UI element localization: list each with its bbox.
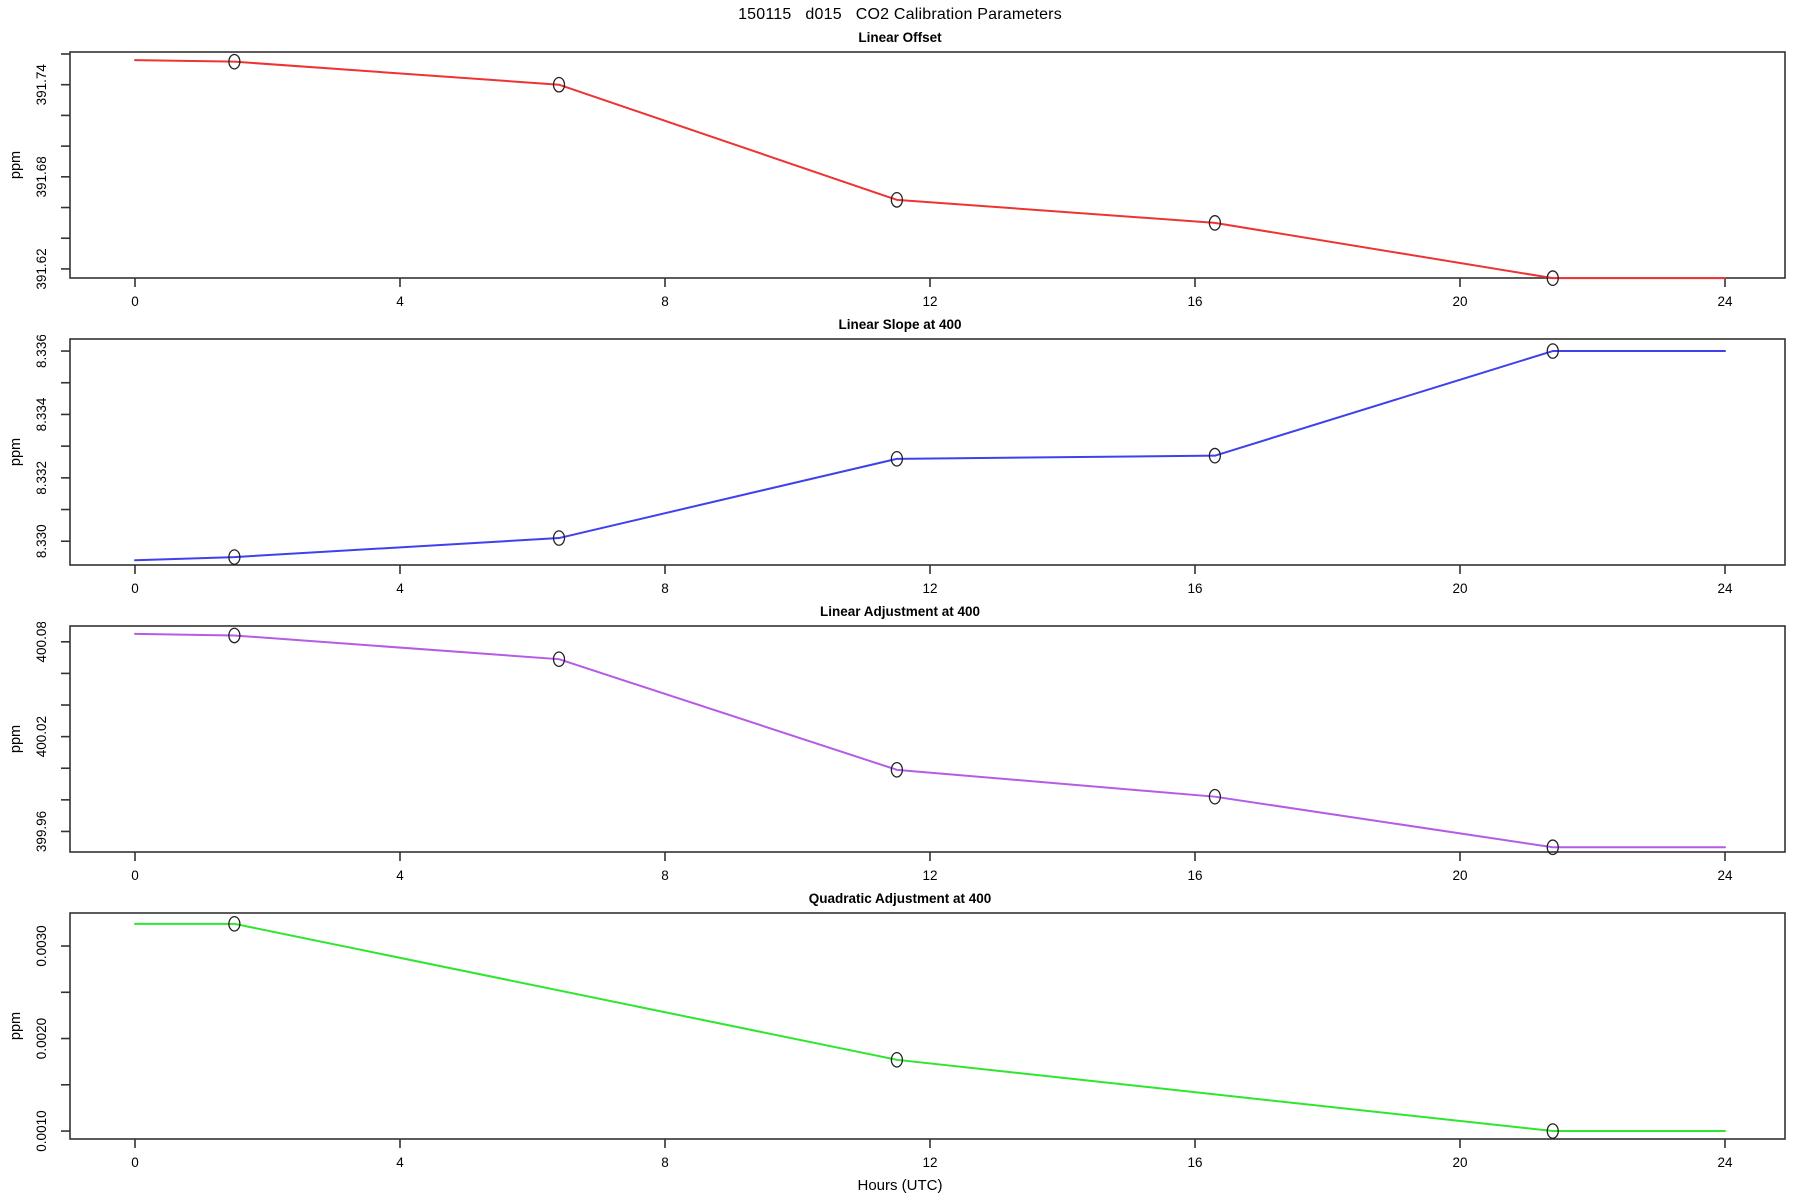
y-tick-label: 400.08 <box>34 622 49 662</box>
data-point <box>1546 343 1559 359</box>
panel-quadratic-adjustment: Quadratic Adjustment at 400 0.0010 0.0020… <box>0 889 1800 1176</box>
data-point <box>228 549 241 565</box>
panel-plot: 391.62 391.68 391.74 0 4 8 12 16 20 24 ppm <box>8 51 1786 309</box>
data-point <box>552 530 566 546</box>
x-tick-label: 0 <box>131 1155 139 1170</box>
data-point <box>1208 447 1222 464</box>
x-tick-label: 20 <box>1452 294 1467 309</box>
plot-box <box>69 338 1786 566</box>
x-tick-label: 12 <box>922 1155 937 1170</box>
y-axis-label: ppm <box>8 151 24 179</box>
data-point <box>228 915 241 932</box>
x-tick-label: 4 <box>396 1155 404 1170</box>
panel-title: Quadratic Adjustment at 400 <box>808 891 992 906</box>
data-point <box>228 627 241 644</box>
data-line <box>134 59 1726 280</box>
panel-linear-slope: Linear Slope at 400 8.330 8.332 8.334 8.336… <box>0 315 1800 602</box>
y-axis-label: ppm <box>8 438 24 466</box>
y-tick-label: 8.336 <box>34 335 49 368</box>
page-title: 150115 d015 CO2 Calibration Parameters <box>738 6 1062 23</box>
y-axis-label: ppm <box>8 1012 24 1040</box>
panel-title: Linear Adjustment at 400 <box>819 604 981 619</box>
x-tick-label: 16 <box>1187 581 1202 596</box>
x-axis-title: Hours (UTC) <box>857 1177 943 1194</box>
y-tick-label: 0.0010 <box>34 1110 49 1151</box>
x-tick-label: 24 <box>1717 868 1733 883</box>
x-tick-label: 0 <box>131 581 139 596</box>
y-axis-label: ppm <box>8 725 24 753</box>
data-point <box>890 450 904 467</box>
x-tick-label: 4 <box>396 581 404 596</box>
panel-linear-offset: Linear Offset 391.62 391.68 391.74 0 4 8 12 16 2… <box>0 28 1800 315</box>
data-line <box>134 632 1726 849</box>
x-tick-label: 24 <box>1717 294 1733 309</box>
panel-plot: 399.96 400.02 400.08 0 4 8 12 16 20 24 ppm <box>8 622 1786 883</box>
data-point <box>1546 1123 1559 1139</box>
x-tick-label: 12 <box>922 294 937 309</box>
plot-box <box>69 625 1786 853</box>
plot-box <box>69 912 1786 1140</box>
plot-box <box>69 51 1786 279</box>
x-tick-label: 20 <box>1452 581 1467 596</box>
data-point <box>890 761 904 778</box>
panel-plot: 0.0010 0.0020 0.0030 0 4 8 12 16 20 24 ppm <box>8 912 1786 1170</box>
y-tick-label: 8.330 <box>34 524 49 558</box>
y-tick-label: 400.02 <box>34 716 49 757</box>
x-tick-label: 0 <box>131 294 139 309</box>
y-tick-label: 0.0030 <box>34 925 49 966</box>
data-point <box>1208 788 1222 805</box>
x-tick-label: 8 <box>661 294 669 309</box>
x-tick-label: 12 <box>922 868 937 883</box>
y-tick-label: 8.334 <box>34 397 49 431</box>
panel-plot: 8.330 8.332 8.334 8.336 0 4 8 12 16 20 24 ppm <box>8 335 1786 596</box>
panel-linear-adjustment: Linear Adjustment at 400 399.96 400.02 400… <box>0 602 1800 889</box>
x-tick-label: 16 <box>1187 868 1202 883</box>
panel-title: Linear Offset <box>858 30 942 45</box>
y-tick-label: 399.96 <box>34 811 49 852</box>
x-tick-label: 8 <box>661 868 669 883</box>
y-tick-label: 391.68 <box>34 156 49 197</box>
panel-title: Linear Slope at 400 <box>838 317 962 332</box>
data-point <box>552 651 566 668</box>
data-point <box>1546 270 1559 287</box>
y-tick-label: 8.332 <box>34 461 49 495</box>
data-line <box>134 922 1726 1133</box>
data-point <box>228 53 241 70</box>
y-tick-label: 0.0020 <box>34 1018 49 1059</box>
x-tick-label: 4 <box>396 294 404 309</box>
x-tick-label: 4 <box>396 868 404 883</box>
data-line <box>134 350 1726 562</box>
x-tick-label: 20 <box>1452 868 1467 883</box>
x-tick-label: 16 <box>1187 1155 1202 1170</box>
data-point <box>1546 839 1559 856</box>
x-tick-label: 8 <box>661 1155 669 1170</box>
data-point <box>890 192 904 208</box>
y-tick-label: 391.62 <box>34 248 49 289</box>
x-tick-label: 12 <box>922 581 937 596</box>
x-tick-label: 0 <box>131 868 139 883</box>
x-tick-label: 16 <box>1187 294 1202 309</box>
x-tick-label: 24 <box>1717 1155 1733 1170</box>
x-tick-label: 24 <box>1717 581 1733 596</box>
y-tick-label: 391.74 <box>34 64 49 106</box>
data-point <box>1208 215 1222 231</box>
x-tick-label: 20 <box>1452 1155 1467 1170</box>
x-tick-label: 8 <box>661 581 669 596</box>
data-point <box>552 76 566 93</box>
data-point <box>890 1051 904 1068</box>
